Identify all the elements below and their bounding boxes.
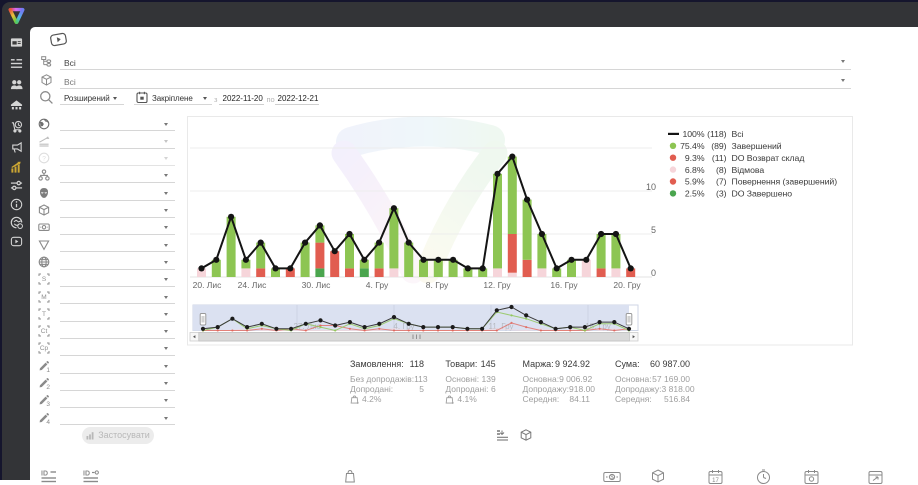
svg-text:ID: ID: [41, 470, 48, 477]
svg-text:30. Лис: 30. Лис: [302, 280, 332, 290]
svg-text:DO Возврат склад: DO Возврат склад: [732, 153, 805, 163]
svg-text:DO Завершено: DO Завершено: [732, 189, 793, 199]
svg-text:Відмова: Відмова: [732, 165, 765, 175]
svg-text:4. Гру: 4. Гру: [366, 280, 389, 290]
svg-text:5.9%: 5.9%: [685, 177, 705, 187]
svg-text:100%: 100%: [682, 129, 704, 139]
svg-text:Cp: Cp: [40, 345, 49, 352]
svg-text:17: 17: [712, 478, 719, 484]
svg-text:4: 4: [46, 418, 50, 423]
svg-text:11. Гру: 11. Гру: [489, 322, 514, 331]
svg-text:S: S: [42, 276, 47, 283]
svg-text:20. Гру: 20. Гру: [613, 280, 641, 290]
svg-text:9.3%: 9.3%: [685, 153, 705, 163]
svg-text:20. Лис: 20. Лис: [193, 280, 223, 290]
svg-text:1: 1: [46, 366, 50, 371]
svg-text:16. Гру: 16. Гру: [550, 280, 578, 290]
svg-text:(7): (7): [716, 177, 727, 187]
svg-text:(11): (11): [712, 153, 727, 163]
svg-text:10: 10: [646, 182, 656, 192]
svg-text:Завершений: Завершений: [732, 141, 782, 151]
svg-text:ID: ID: [83, 470, 90, 477]
svg-text:Ct: Ct: [41, 328, 48, 335]
svg-text:(118): (118): [707, 129, 727, 139]
svg-text:x: x: [357, 400, 359, 403]
svg-text:3: 3: [46, 401, 50, 406]
svg-text:2: 2: [46, 384, 50, 389]
svg-text:?: ?: [42, 155, 46, 162]
svg-text:0: 0: [651, 268, 656, 278]
svg-text:8. Гру: 8. Гру: [426, 280, 449, 290]
svg-text:$: $: [610, 475, 614, 481]
svg-text:Повернення (завершений): Повернення (завершений): [732, 177, 838, 187]
svg-text:M: M: [41, 294, 46, 301]
svg-text:18. Гру: 18. Гру: [585, 322, 611, 331]
svg-text:(8): (8): [716, 165, 727, 175]
svg-text:75.4%: 75.4%: [680, 141, 705, 151]
svg-text:x: x: [452, 400, 454, 403]
svg-text:27. Лис: 27. Лис: [293, 322, 320, 331]
svg-text:12. Гру: 12. Гру: [483, 280, 511, 290]
svg-text:24. Лис: 24. Лис: [238, 280, 268, 290]
svg-text:5: 5: [651, 225, 656, 235]
svg-text:6.8%: 6.8%: [685, 165, 705, 175]
svg-text:2.5%: 2.5%: [685, 189, 705, 199]
svg-text:(89): (89): [711, 141, 726, 151]
svg-text:(3): (3): [716, 189, 727, 199]
svg-text:T: T: [42, 311, 46, 318]
svg-text:4. Гру: 4. Гру: [393, 322, 414, 331]
svg-text:Всі: Всі: [732, 129, 744, 139]
